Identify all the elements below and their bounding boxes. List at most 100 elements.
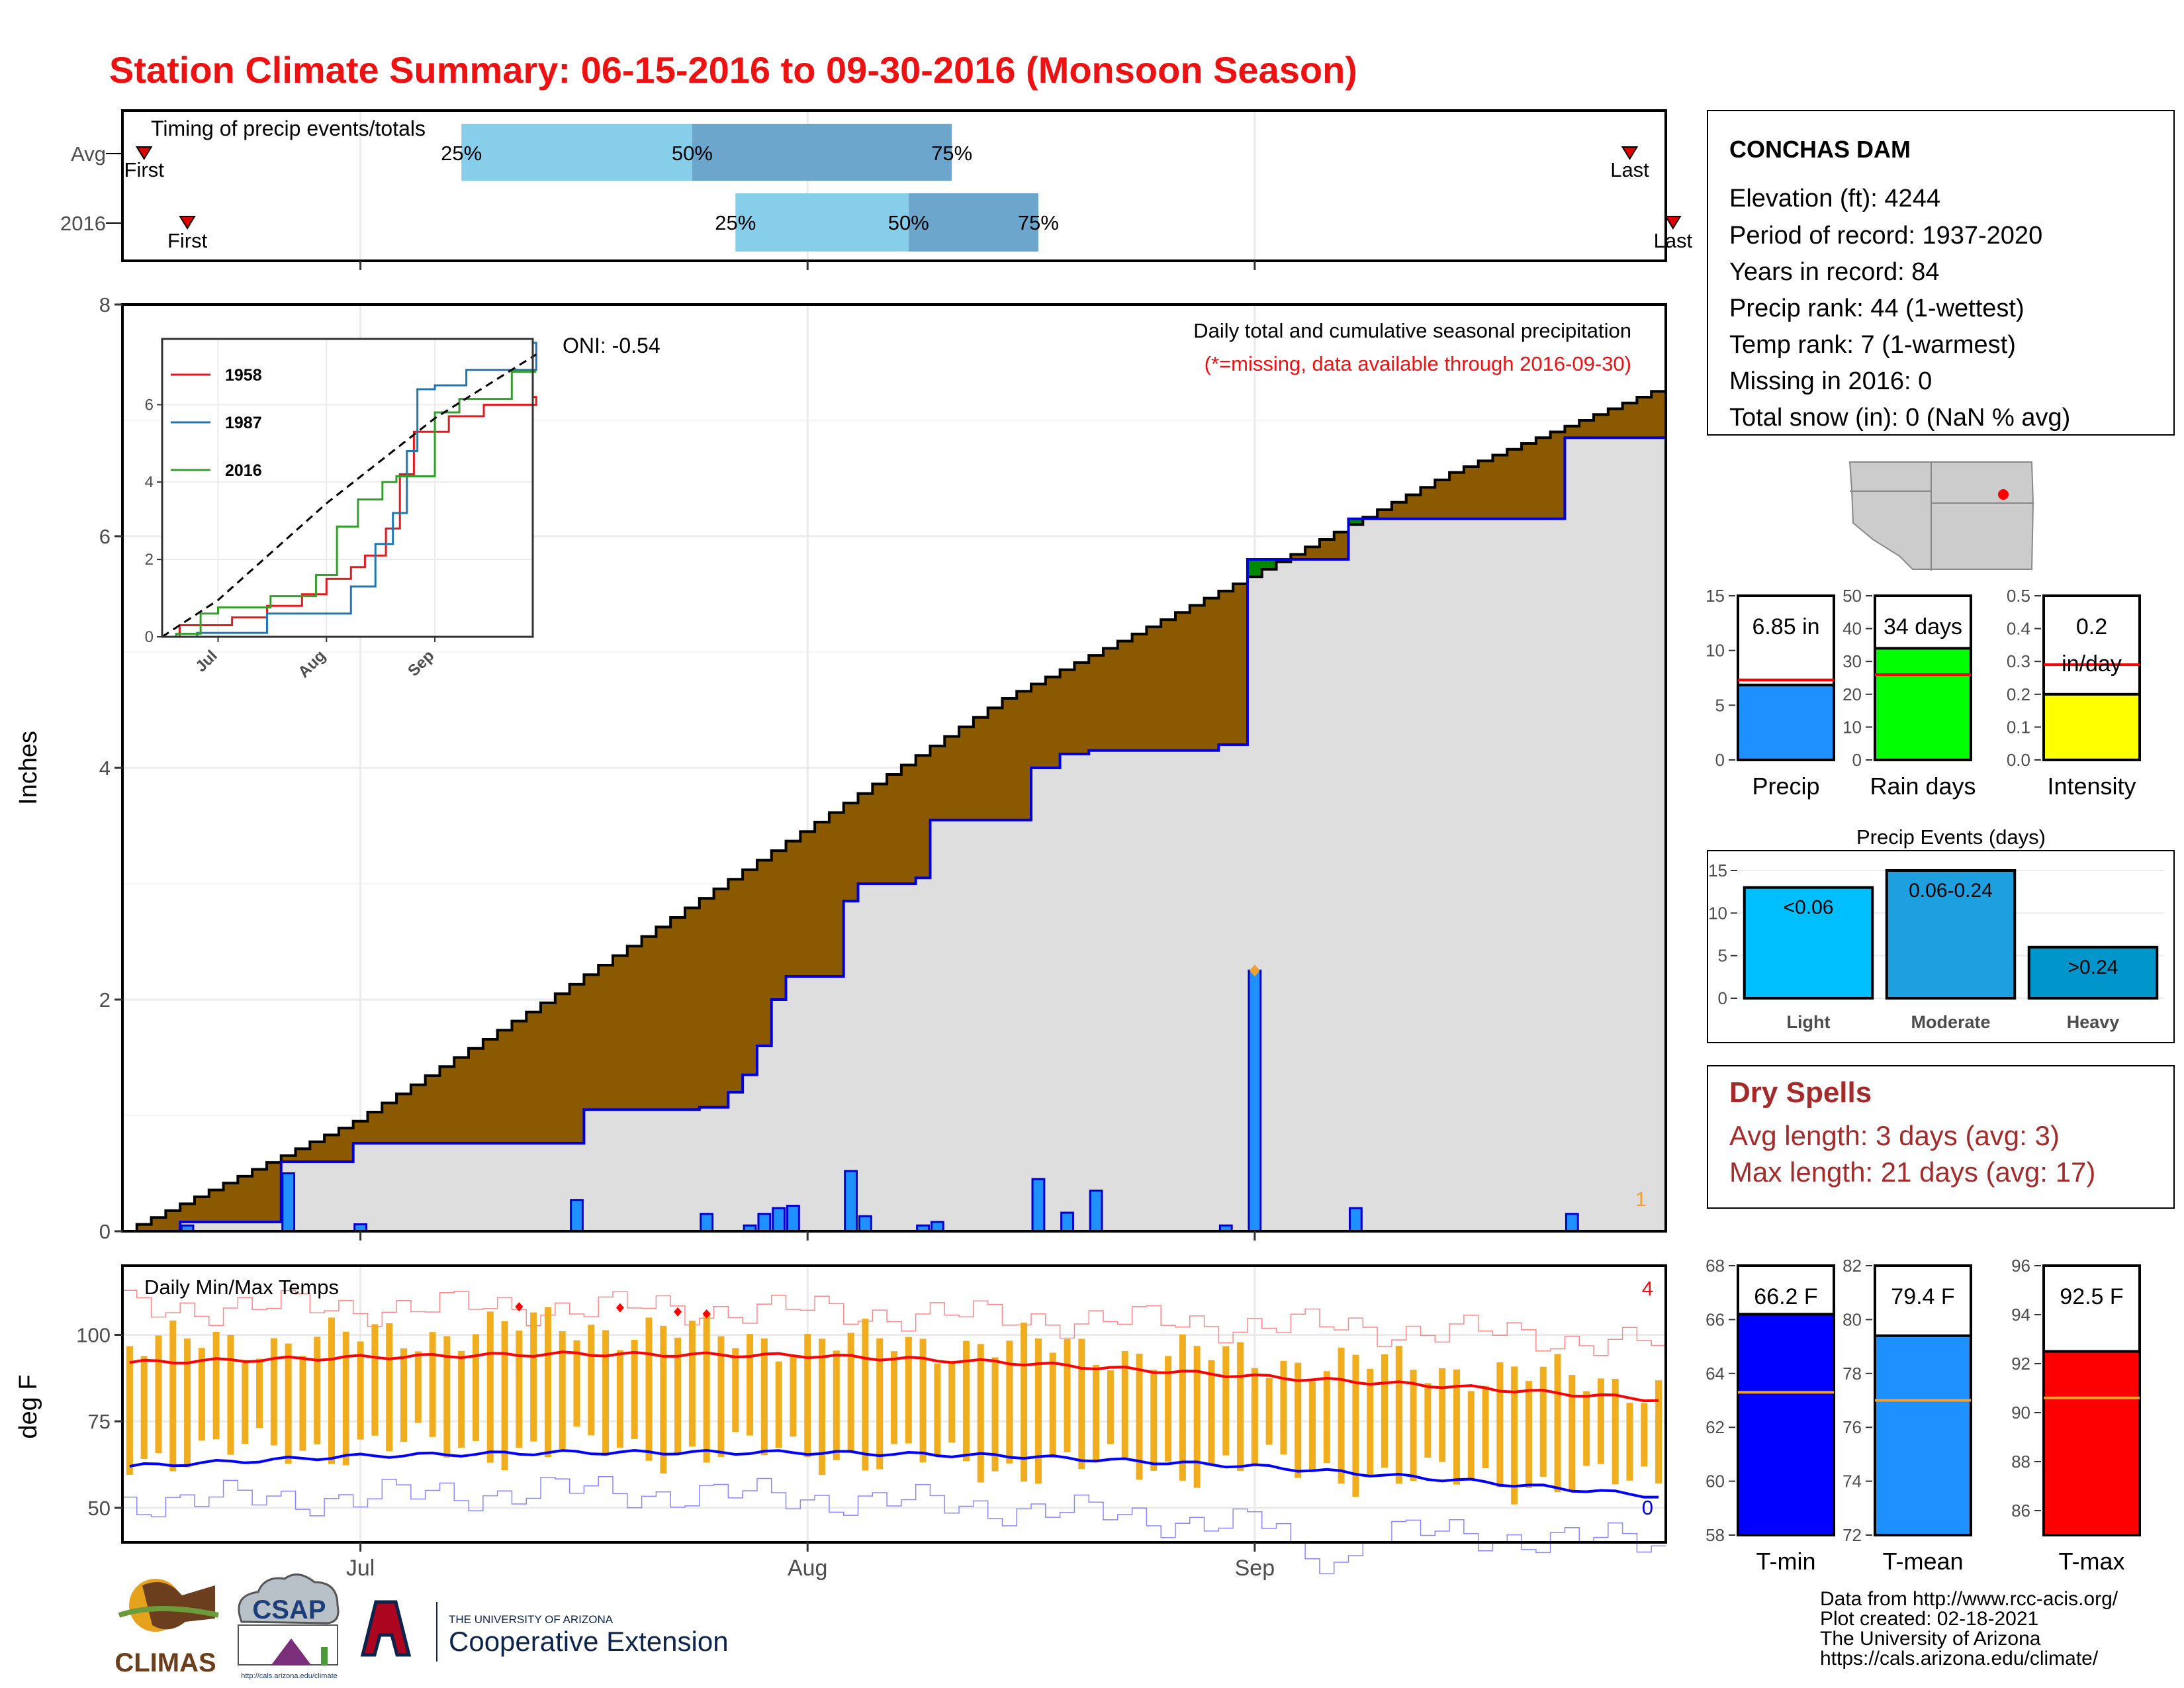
below-average-area	[1017, 691, 1032, 820]
below-average-area	[1031, 684, 1046, 768]
daily-temp-bar	[516, 1331, 523, 1448]
daily-temp-bar	[1064, 1338, 1071, 1452]
daily-temp-bar	[891, 1351, 897, 1444]
summary-y-tick-label: 0.0	[2007, 750, 2030, 770]
station-info-box: CONCHAS DAM Elevation (ft): 4244 Period …	[1707, 110, 2175, 436]
below-average-area	[771, 851, 787, 1000]
below-average-area	[165, 1210, 181, 1231]
precip-chart-subtitle: (*=missing, data available through 2016-…	[1205, 352, 1631, 375]
daily-temp-bar	[314, 1336, 321, 1444]
below-average-area	[656, 927, 671, 1110]
below-average-area	[367, 1112, 383, 1143]
summary-category-label: Precip	[1752, 773, 1819, 800]
below-average-area	[1161, 620, 1176, 751]
below-average-area	[756, 860, 772, 1046]
daily-temp-bar	[1107, 1370, 1114, 1444]
daily-temp-bar	[1280, 1360, 1287, 1455]
daily-temp-bar	[1597, 1378, 1604, 1464]
inset-y-tick-label: 6	[145, 396, 154, 414]
below-average-area	[136, 1224, 152, 1231]
below-average-area	[1535, 438, 1551, 519]
summary-y-tick-label: 0.2	[2007, 684, 2030, 704]
daily-temp-bar	[1496, 1362, 1504, 1487]
daily-temp-bar	[1034, 1338, 1042, 1484]
below-average-area	[1391, 502, 1407, 519]
summary-y-tick-label: 40	[1843, 619, 1862, 639]
station-line: Period of record: 1937-2020	[1729, 222, 2042, 250]
daily-temp-bar	[1381, 1354, 1388, 1468]
summary-category-label: Rain days	[1870, 773, 1976, 800]
credit-line: https://cals.arizona.edu/climate/	[1820, 1648, 2099, 1669]
temp-y-label: deg F	[15, 1374, 42, 1438]
daily-temp-bar	[1626, 1403, 1633, 1481]
summary-y-tick-label: 0.1	[2007, 717, 2030, 737]
below-average-area	[482, 1039, 498, 1143]
daily-temp-bar	[703, 1312, 710, 1463]
timing-q25-label: 25%	[441, 142, 482, 165]
daily-temp-bar	[588, 1325, 595, 1436]
below-average-area	[469, 1048, 484, 1143]
summary-y-tick-label: 10	[1706, 641, 1725, 661]
daily-temp-bar	[962, 1340, 970, 1462]
record-high-marker	[702, 1309, 711, 1319]
daily-temp-bar	[1569, 1375, 1576, 1491]
daily-temp-bar	[833, 1350, 840, 1460]
below-average-area	[1579, 420, 1594, 438]
inset-y-tick-label: 2	[145, 551, 154, 569]
timing-row-avg: Avg 25% 50% 75% First Last	[71, 124, 1649, 181]
below-average-area	[1218, 590, 1234, 745]
daily-temp-bar	[991, 1357, 999, 1472]
below-average-area	[1334, 532, 1349, 559]
below-average-area	[973, 717, 989, 820]
below-average-area	[987, 708, 1003, 820]
summary-y-tick-label: 64	[1706, 1364, 1725, 1383]
daily-temp-bar	[760, 1338, 768, 1456]
daily-temp-bar	[1136, 1353, 1143, 1480]
credit-line: Data from http://www.rcc-acis.org/	[1820, 1588, 2118, 1610]
missing-count: 1	[1635, 1188, 1647, 1211]
daily-precip-bar	[757, 1213, 772, 1233]
daily-precip-bar	[570, 1199, 584, 1233]
summary-bar-t-max: 86 88 90 92 94 96 92.5 F T-max	[2011, 1256, 2141, 1575]
x-tick-label: Aug	[788, 1556, 828, 1581]
daily-temp-bar	[1265, 1378, 1273, 1445]
daily-temp-bar	[1078, 1338, 1085, 1470]
daily-temp-bar	[1453, 1369, 1460, 1485]
summary-y-tick-label: 68	[1706, 1256, 1725, 1276]
summary-bar-rain-days: 0 10 20 30 40 50 34 days Rain days	[1843, 586, 1976, 800]
daily-precip-bar	[858, 1215, 872, 1233]
events-y-tick-label: 15	[1708, 861, 1727, 880]
summary-y-tick-label: 90	[2011, 1403, 2030, 1423]
below-average-area	[310, 1141, 325, 1162]
daily-temp-bar	[847, 1333, 854, 1453]
daily-temp-bar	[1612, 1378, 1619, 1485]
timing-panel: Timing of precip events/totals Avg 25% 5…	[60, 109, 1693, 270]
y-tick-label: 2	[99, 988, 111, 1011]
summary-y-tick-label: 74	[1843, 1472, 1862, 1491]
below-average-area	[872, 784, 887, 884]
below-average-area	[613, 955, 628, 1110]
daily-temp-bar	[616, 1350, 623, 1448]
dry-spells-box: Dry Spells Avg length: 3 days (avg: 3) M…	[1707, 1065, 2175, 1209]
summary-y-tick-label: 60	[1706, 1472, 1725, 1491]
below-average-area	[410, 1084, 426, 1143]
events-bar	[2027, 945, 2159, 1000]
below-average-area	[1045, 677, 1061, 768]
temp-panel: 50 75 100 Daily Min/Max Temps deg F 4 0	[15, 1264, 1667, 1575]
events-bar-label: 0.06-0.24	[1909, 880, 1993, 902]
summary-bar	[1737, 1313, 1835, 1536]
temp-record-low-line	[122, 1476, 1666, 1575]
locator-map	[1848, 461, 2034, 571]
daily-precip-bar	[772, 1207, 786, 1233]
timing-q50-label: 50%	[888, 211, 929, 234]
below-average-area	[1406, 494, 1422, 519]
below-average-area	[252, 1169, 267, 1222]
daily-temp-bar	[212, 1332, 220, 1440]
summary-bar	[1737, 683, 1835, 762]
below-average-area	[396, 1094, 412, 1143]
last-marker-icon	[1664, 216, 1682, 230]
below-average-area	[238, 1176, 253, 1222]
below-average-area	[1550, 432, 1566, 519]
daily-temp-bar	[1482, 1385, 1489, 1468]
daily-temp-bar	[688, 1321, 696, 1447]
